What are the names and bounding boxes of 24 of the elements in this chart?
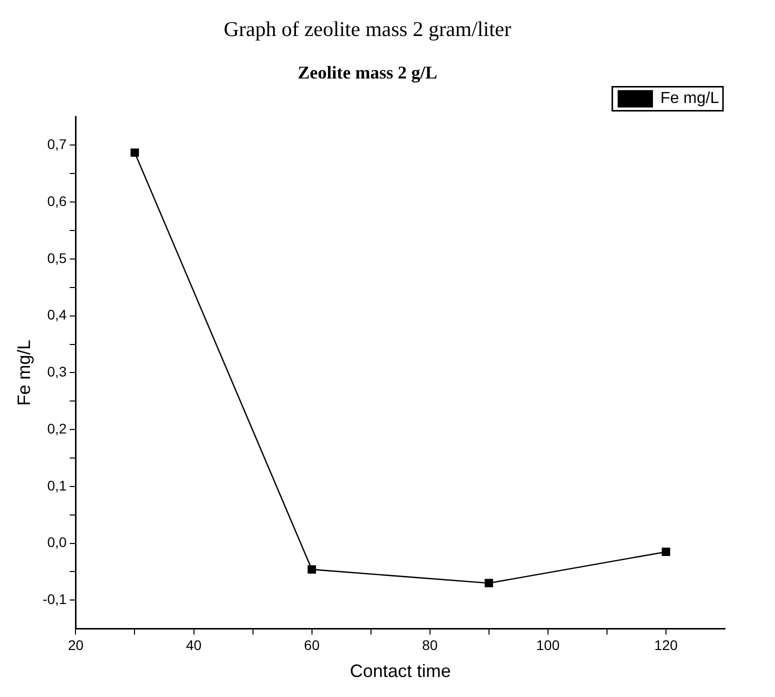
y-tick-label: 0,1 — [47, 477, 67, 494]
x-tick-label: 40 — [186, 636, 202, 653]
point — [662, 548, 670, 556]
y-tick-label: 0,4 — [47, 306, 67, 323]
x-tick-label: 60 — [304, 636, 320, 653]
x-tick-label: 100 — [536, 636, 560, 653]
y-tick-label: 0,5 — [47, 250, 67, 266]
y-tick-label: 0,7 — [47, 136, 67, 152]
y-tick-label: 0,0 — [47, 534, 67, 550]
y-tick-label: 0,6 — [47, 192, 67, 209]
point — [308, 565, 316, 574]
x-tick-label: 120 — [654, 636, 678, 653]
x-tick-label: 20 — [68, 636, 84, 653]
legend-label: Fe mg/L — [660, 90, 720, 108]
x-tick-label: 80 — [422, 636, 438, 653]
x-axis-title: Contact time — [350, 661, 451, 682]
y-tick-label: -0,1 — [42, 591, 67, 608]
y-tick-label: 0,2 — [47, 420, 67, 436]
point — [484, 578, 494, 588]
y-axis-title: Fe mg/L — [14, 340, 34, 406]
point — [130, 148, 139, 157]
y-tick-label: 0,3 — [47, 364, 67, 380]
chart-title: Graph of zeolite mass 2 gram/liter — [224, 17, 512, 42]
chart-subtitle: Zeolite mass 2 g/L — [298, 62, 438, 83]
